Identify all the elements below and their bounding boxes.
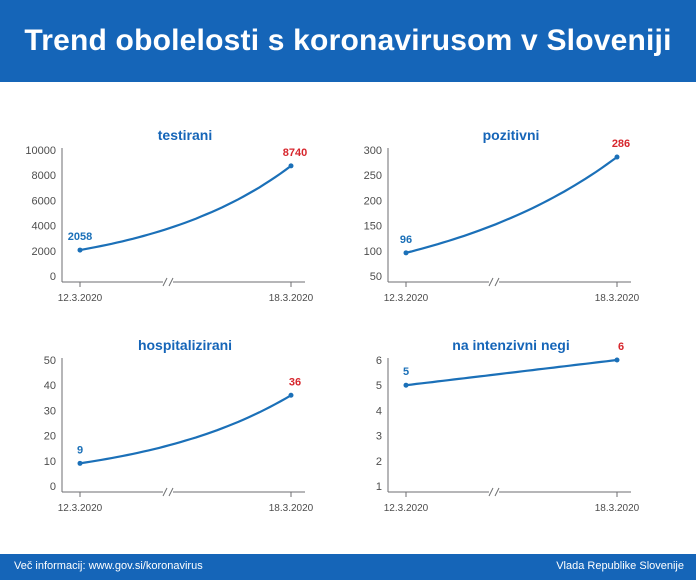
- y-tick-label: 150: [364, 221, 382, 233]
- data-label-end: 6: [618, 341, 624, 353]
- x-tick-label: 12.3.2020: [384, 503, 429, 514]
- y-tick-label: 300: [364, 145, 382, 157]
- y-tick-label: 6000: [32, 195, 56, 207]
- page-title: Trend obolelosti s koronavirusom v Slove…: [24, 24, 672, 57]
- data-point-end: [288, 392, 294, 398]
- y-tick-label: 50: [370, 271, 382, 283]
- axis-break-gap: [489, 280, 499, 284]
- data-point-end: [614, 357, 620, 363]
- axis-break-mark: [488, 277, 494, 287]
- data-point-start: [403, 250, 409, 256]
- x-tick-label: 12.3.2020: [58, 293, 103, 304]
- data-point-start: [77, 460, 83, 466]
- axis-break-gap: [489, 490, 499, 494]
- footer-more-info-link[interactable]: Več informacij: www.gov.si/koronavirus: [14, 560, 203, 572]
- header-banner: Trend obolelosti s koronavirusom v Slove…: [0, 0, 696, 82]
- data-point-start: [403, 382, 409, 388]
- axis-break-mark: [494, 277, 500, 287]
- y-tick-label: 20: [44, 431, 56, 443]
- y-tick-label: 200: [364, 195, 382, 207]
- chart-testirani: testirani 0 2000 4000 6000 8000 10000 12.3.2020…: [25, 127, 314, 304]
- y-tick-label: 100: [364, 246, 382, 258]
- chart-pozitivni: pozitivni 50 100 150 200 250 300 12.3.2020 18.3.…: [364, 127, 640, 304]
- x-tick-label: 18.3.2020: [269, 503, 314, 514]
- x-tick-label: 12.3.2020: [58, 503, 103, 514]
- data-label-start: 5: [403, 366, 409, 378]
- axis-break-mark: [168, 487, 174, 497]
- axis-break-gap: [163, 280, 173, 284]
- chart-title: testirani: [158, 127, 212, 143]
- chart-title: hospitalizirani: [138, 337, 232, 353]
- footer-publisher: Vlada Republike Slovenije: [556, 560, 684, 572]
- y-tick-label: 30: [44, 405, 56, 417]
- chart-na-intenzivni-negi: na intenzivni negi 1 2 3 4 5 6 12.3.2020 18.3.20…: [376, 337, 640, 514]
- data-point-end: [614, 154, 620, 160]
- y-tick-label: 6: [376, 355, 382, 367]
- y-tick-label: 3: [376, 431, 382, 443]
- axis-break-gap: [163, 490, 173, 494]
- data-point-start: [77, 247, 83, 253]
- axis-break-mark: [162, 277, 168, 287]
- y-tick-label: 0: [50, 271, 56, 283]
- data-label-end: 36: [289, 376, 301, 388]
- y-tick-label: 10000: [25, 145, 56, 157]
- x-tick-label: 12.3.2020: [384, 293, 429, 304]
- y-tick-label: 10: [44, 456, 56, 468]
- data-label-end: 8740: [283, 147, 307, 159]
- axis-break-mark: [168, 277, 174, 287]
- data-label-end: 286: [612, 138, 630, 150]
- y-tick-label: 40: [44, 380, 56, 392]
- data-label-start: 96: [400, 234, 412, 246]
- y-tick-label: 50: [44, 355, 56, 367]
- chart-title: pozitivni: [483, 127, 540, 143]
- series-line: [79, 165, 292, 252]
- axis-break-mark: [494, 487, 500, 497]
- y-tick-label: 2000: [32, 246, 56, 258]
- footer-bar: Več informacij: www.gov.si/koronavirus V…: [0, 554, 696, 580]
- x-tick-label: 18.3.2020: [595, 293, 640, 304]
- y-tick-label: 0: [50, 481, 56, 493]
- y-tick-label: 4000: [32, 221, 56, 233]
- axis-break-mark: [488, 487, 494, 497]
- data-label-start: 2058: [68, 231, 92, 243]
- chart-title: na intenzivni negi: [452, 337, 569, 353]
- x-tick-label: 18.3.2020: [595, 503, 640, 514]
- data-point-end: [288, 163, 294, 169]
- series-line: [405, 358, 618, 387]
- y-tick-label: 4: [376, 405, 382, 417]
- x-tick-label: 18.3.2020: [269, 293, 314, 304]
- series-line: [405, 156, 618, 254]
- y-tick-label: 8000: [32, 170, 56, 182]
- chart-hospitalizirani: hospitalizirani 0 10 20 30 40 50 12.3.2020 18.3.…: [44, 337, 314, 514]
- y-tick-label: 1: [376, 481, 382, 493]
- axis-break-mark: [162, 487, 168, 497]
- y-tick-label: 250: [364, 170, 382, 182]
- data-label-start: 9: [77, 444, 83, 456]
- y-tick-label: 2: [376, 456, 382, 468]
- y-tick-label: 5: [376, 380, 382, 392]
- series-line: [79, 394, 292, 465]
